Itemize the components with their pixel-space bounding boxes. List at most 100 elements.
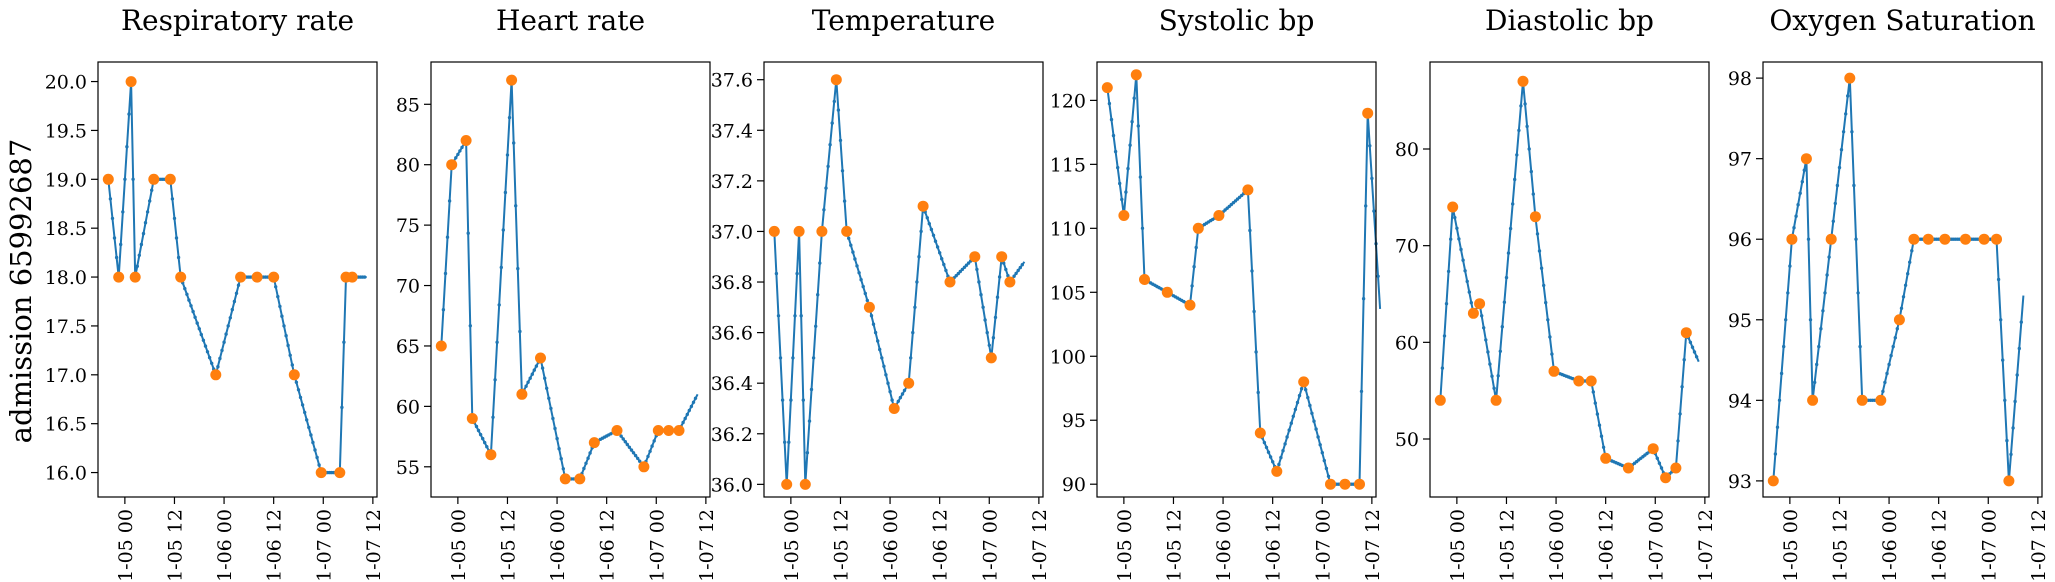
interpolated-point — [524, 384, 528, 388]
interpolated-point — [1593, 401, 1598, 405]
observed-point — [129, 271, 141, 283]
interpolated-point — [278, 304, 282, 309]
observed-point — [516, 388, 528, 400]
interpolated-point — [288, 353, 292, 357]
interpolated-point — [935, 245, 940, 249]
interpolated-point — [687, 408, 691, 413]
interpolated-point — [1657, 461, 1662, 465]
x-tick-label: 01-07 00 — [313, 509, 335, 582]
interpolated-point — [1542, 283, 1546, 288]
y-tick-label: 16.0 — [45, 463, 87, 485]
interpolated-point — [631, 451, 636, 455]
y-tick-label: 37.6 — [711, 70, 753, 92]
observed-point — [1908, 233, 1920, 245]
interpolated-point — [123, 177, 127, 181]
interpolated-point — [1881, 389, 1885, 394]
interpolated-point — [929, 227, 934, 232]
interpolated-point — [871, 322, 876, 326]
interpolated-point — [685, 412, 689, 417]
observed-point — [1184, 299, 1196, 311]
interpolated-point — [443, 271, 448, 276]
interpolated-point — [468, 324, 472, 328]
y-tick-label: 120 — [1050, 90, 1086, 112]
interpolated-point — [1266, 450, 1271, 454]
interpolated-point — [460, 145, 464, 150]
interpolated-point — [869, 314, 874, 318]
y-tick-label: 95 — [1062, 410, 1086, 432]
interpolated-point — [983, 318, 987, 322]
y-tick-label: 18.0 — [45, 267, 87, 289]
interpolated-point — [783, 440, 787, 444]
interpolated-point — [830, 121, 834, 125]
interpolated-point — [1018, 265, 1022, 270]
interpolated-point — [987, 343, 991, 347]
interpolated-point — [170, 197, 175, 201]
interpolated-point — [216, 365, 220, 369]
y-tick-label: 97 — [1728, 149, 1752, 171]
interpolated-point — [1486, 350, 1490, 354]
observed-point — [1517, 75, 1529, 87]
interpolated-point — [954, 274, 958, 278]
interpolated-point — [1835, 183, 1840, 188]
interpolated-point — [485, 445, 489, 449]
interpolated-point — [861, 284, 865, 289]
interpolated-point — [234, 291, 239, 295]
interpolated-point — [851, 250, 855, 254]
interpolated-point — [1254, 350, 1258, 354]
interpolated-point — [1999, 318, 2003, 322]
interpolated-point — [284, 334, 288, 338]
interpolated-point — [964, 263, 969, 267]
interpolated-point — [1506, 251, 1511, 255]
interpolated-point — [362, 275, 367, 279]
interpolated-point — [1548, 335, 1552, 339]
interpolated-point — [977, 280, 981, 284]
interpolated-point — [195, 321, 199, 325]
interpolated-point — [551, 416, 555, 421]
x-tick-label: 01-07 00 — [1645, 509, 1667, 582]
interpolated-point — [1132, 96, 1136, 100]
interpolated-point — [127, 112, 131, 116]
interpolated-point — [1883, 380, 1887, 385]
observed-point — [996, 251, 1008, 263]
y-tick-label: 17.5 — [45, 316, 87, 338]
interpolated-point — [1782, 344, 1786, 349]
x-tick-label: 01-05 00 — [1780, 509, 1802, 582]
interpolated-point — [1901, 295, 1906, 299]
interpolated-point — [1118, 181, 1122, 186]
x-tick-label: 01-07 12 — [1695, 509, 1717, 582]
interpolated-point — [1496, 374, 1500, 378]
interpolated-point — [1310, 411, 1314, 415]
interpolated-point — [131, 177, 135, 181]
interpolated-point — [1498, 349, 1503, 353]
observed-point — [673, 425, 685, 436]
interpolated-point — [1850, 130, 1854, 134]
interpolated-point — [222, 340, 226, 344]
interpolated-point — [1513, 177, 1517, 182]
interpolated-point — [476, 428, 481, 433]
interpolated-point — [447, 199, 452, 203]
interpolated-point — [849, 243, 853, 247]
x-tick-label: 01-05 00 — [448, 509, 470, 582]
interpolated-point — [340, 405, 344, 410]
interpolated-point — [795, 271, 799, 276]
interpolated-point — [938, 251, 942, 255]
x-tick-label: 01-06 12 — [597, 509, 619, 582]
interpolated-point — [681, 420, 685, 425]
observed-point — [1978, 233, 1990, 245]
y-tick-label: 18.5 — [45, 218, 87, 240]
y-tick-label: 115 — [1050, 154, 1086, 176]
interpolated-point — [966, 261, 971, 265]
plot-frame — [1762, 61, 2043, 498]
x-tick-label: 01-06 00 — [547, 509, 569, 582]
interpolated-point — [454, 156, 458, 160]
x-tick-label: 01-07 00 — [979, 509, 1001, 582]
interpolated-point — [1140, 226, 1145, 230]
interpolated-point — [528, 376, 532, 380]
observed-point — [164, 173, 176, 185]
interpolated-point — [1779, 371, 1784, 376]
interpolated-point — [1287, 428, 1291, 432]
interpolated-point — [828, 143, 832, 147]
interpolated-point — [801, 398, 805, 402]
interpolated-point — [1320, 451, 1325, 455]
